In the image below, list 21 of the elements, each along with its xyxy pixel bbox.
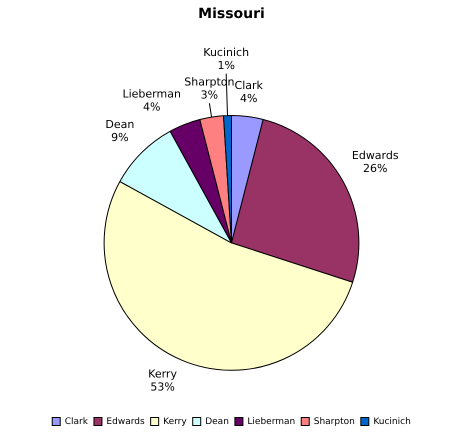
legend-label: Sharpton bbox=[314, 416, 355, 427]
data-label: 1% bbox=[217, 58, 235, 72]
slice-label: Dean bbox=[105, 118, 134, 132]
data-label: 26% bbox=[363, 162, 388, 176]
data-label: 4% bbox=[240, 92, 258, 105]
slice-label: Lieberman bbox=[122, 88, 181, 101]
data-label: 4% bbox=[142, 100, 160, 114]
legend-label: Kerry bbox=[163, 416, 188, 427]
slice-label: Kerry bbox=[148, 367, 178, 380]
slice-label: Edwards bbox=[352, 149, 399, 162]
legend-label: Kucinich bbox=[373, 416, 411, 427]
data-label: 9% bbox=[111, 131, 129, 144]
chart-title: Missouri bbox=[198, 6, 265, 22]
slice-label: Kucinich bbox=[203, 46, 250, 59]
data-label: 3% bbox=[200, 88, 218, 102]
slice-label: Clark bbox=[234, 78, 264, 92]
legend-label: Edwards bbox=[106, 416, 145, 427]
legend-label: Clark bbox=[64, 416, 89, 427]
legend-label: Dean bbox=[205, 416, 229, 427]
legend-label: Lieberman bbox=[247, 416, 296, 427]
data-label: 53% bbox=[150, 380, 175, 394]
